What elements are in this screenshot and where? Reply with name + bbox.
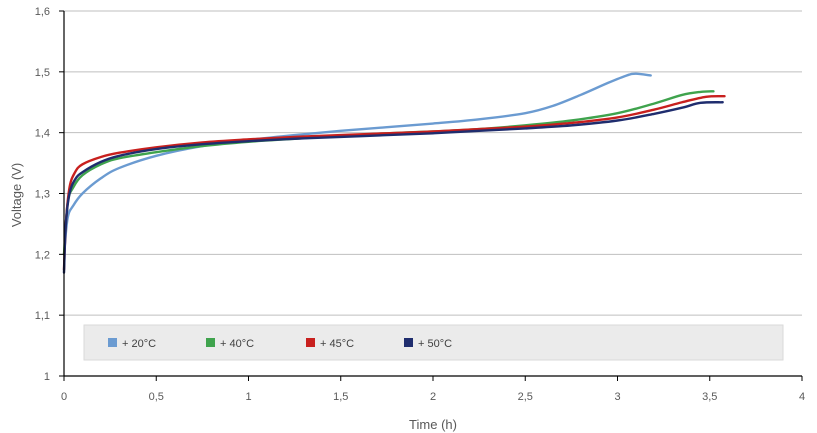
legend-swatch bbox=[206, 338, 215, 347]
series-line-3 bbox=[62, 94, 726, 271]
legend-label: + 40°C bbox=[220, 338, 254, 350]
legend-box bbox=[83, 324, 784, 361]
x-tick-label: 1,5 bbox=[333, 391, 348, 403]
legend-label: + 45°C bbox=[320, 338, 354, 350]
x-tick-label: 3 bbox=[614, 391, 620, 403]
series-line-2 bbox=[62, 90, 715, 256]
grid-lines bbox=[64, 10, 802, 316]
y-axis-title: Voltage (V) bbox=[9, 163, 24, 227]
x-tick-label: 1 bbox=[245, 391, 251, 403]
x-tick-label: 2,5 bbox=[518, 391, 533, 403]
legend: + 20°C + 40°C + 45°C + 50°C bbox=[83, 324, 784, 361]
legend-swatch bbox=[404, 338, 413, 347]
legend-swatch bbox=[108, 338, 117, 347]
x-tick-label: 2 bbox=[430, 391, 436, 403]
y-tick-labels: 1 1,1 1,2 1,3 1,4 1,5 1,6 bbox=[35, 6, 50, 383]
legend-label: + 20°C bbox=[122, 338, 156, 350]
y-tick-label: 1,2 bbox=[35, 249, 50, 261]
axes bbox=[59, 10, 803, 381]
x-tick-labels: 0 0,5 1 1,5 2 2,5 3 3,5 4 bbox=[61, 391, 805, 403]
series-layer bbox=[62, 72, 726, 274]
x-tick-label: 0 bbox=[61, 391, 67, 403]
y-tick-label: 1,5 bbox=[35, 67, 50, 79]
y-tick-label: 1,1 bbox=[35, 310, 50, 322]
y-tick-label: 1,6 bbox=[35, 6, 50, 18]
y-tick-label: 1 bbox=[44, 371, 50, 383]
legend-label: + 50°C bbox=[418, 338, 452, 350]
y-tick-label: 1,4 bbox=[35, 128, 50, 140]
series-line-1 bbox=[62, 72, 652, 256]
y-tick-label: 1,3 bbox=[35, 189, 50, 201]
series-line-4 bbox=[62, 101, 724, 274]
x-axis-title: Time (h) bbox=[409, 417, 457, 432]
x-tick-label: 4 bbox=[799, 391, 805, 403]
x-tick-label: 3,5 bbox=[702, 391, 717, 403]
legend-swatch bbox=[306, 338, 315, 347]
x-tick-label: 0,5 bbox=[149, 391, 164, 403]
